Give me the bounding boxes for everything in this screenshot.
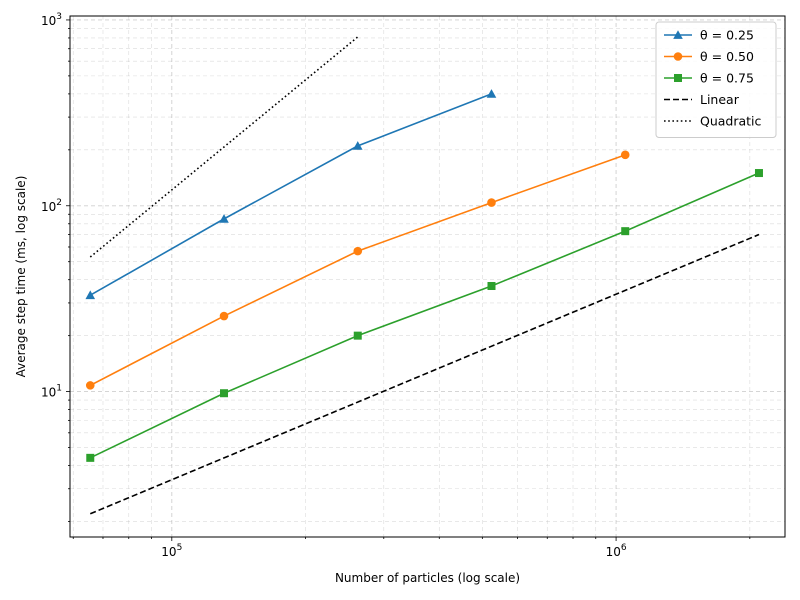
legend-label: θ = 0.50 (700, 49, 754, 64)
legend-item: θ = 0.25 (664, 28, 754, 43)
series-line (89, 93, 492, 296)
data-point (219, 214, 229, 223)
data-point (486, 89, 497, 98)
data-point (352, 141, 363, 150)
legend-item: θ = 0.50 (664, 49, 754, 64)
legend-label: θ = 0.25 (700, 28, 754, 43)
data-point (86, 453, 95, 462)
legend-item: Linear (664, 92, 740, 107)
ticks: 105 106 101 102 103 (41, 12, 751, 559)
data-point (219, 311, 229, 321)
legend-box (655, 21, 777, 138)
series-line (89, 172, 760, 459)
series-line (89, 154, 626, 387)
data-point (353, 331, 362, 340)
data-point (487, 282, 496, 291)
data-point (487, 198, 496, 207)
series-1 (85, 150, 630, 390)
legend-marker (673, 52, 683, 61)
series-line (89, 36, 359, 258)
legend-label: Quadratic (700, 114, 762, 129)
legend-item: θ = 0.75 (664, 71, 754, 86)
y-axis-label: Average step time (ms, log scale) (14, 176, 28, 378)
series-layer (85, 36, 763, 515)
x-tick-label: 105 (161, 543, 182, 559)
y-tick-label: 103 (41, 12, 62, 28)
legend: θ = 0.25 θ = 0.50 θ = 0.75 Linear Quadratic (655, 21, 777, 138)
data-point (621, 227, 630, 236)
data-point (85, 290, 96, 300)
legend-marker (674, 74, 682, 82)
legend-item: Quadratic (664, 114, 762, 129)
data-point (220, 389, 229, 398)
y-tick-label: 102 (41, 198, 62, 214)
legend-marker (673, 30, 683, 39)
series-line (89, 233, 760, 515)
data-point (353, 246, 363, 256)
series-4 (89, 36, 359, 258)
x-axis-label: Number of particles (log scale) (335, 571, 520, 585)
series-3 (89, 233, 760, 515)
data-point (754, 169, 763, 178)
data-point (85, 381, 95, 390)
data-point (620, 150, 630, 160)
legend-label: θ = 0.75 (700, 71, 754, 86)
y-tick-label: 101 (41, 384, 62, 400)
plot-frame (69, 15, 786, 538)
legend-label: Linear (700, 92, 740, 107)
x-tick-label: 106 (606, 543, 627, 559)
series-2 (86, 169, 763, 462)
series-0 (85, 89, 497, 300)
